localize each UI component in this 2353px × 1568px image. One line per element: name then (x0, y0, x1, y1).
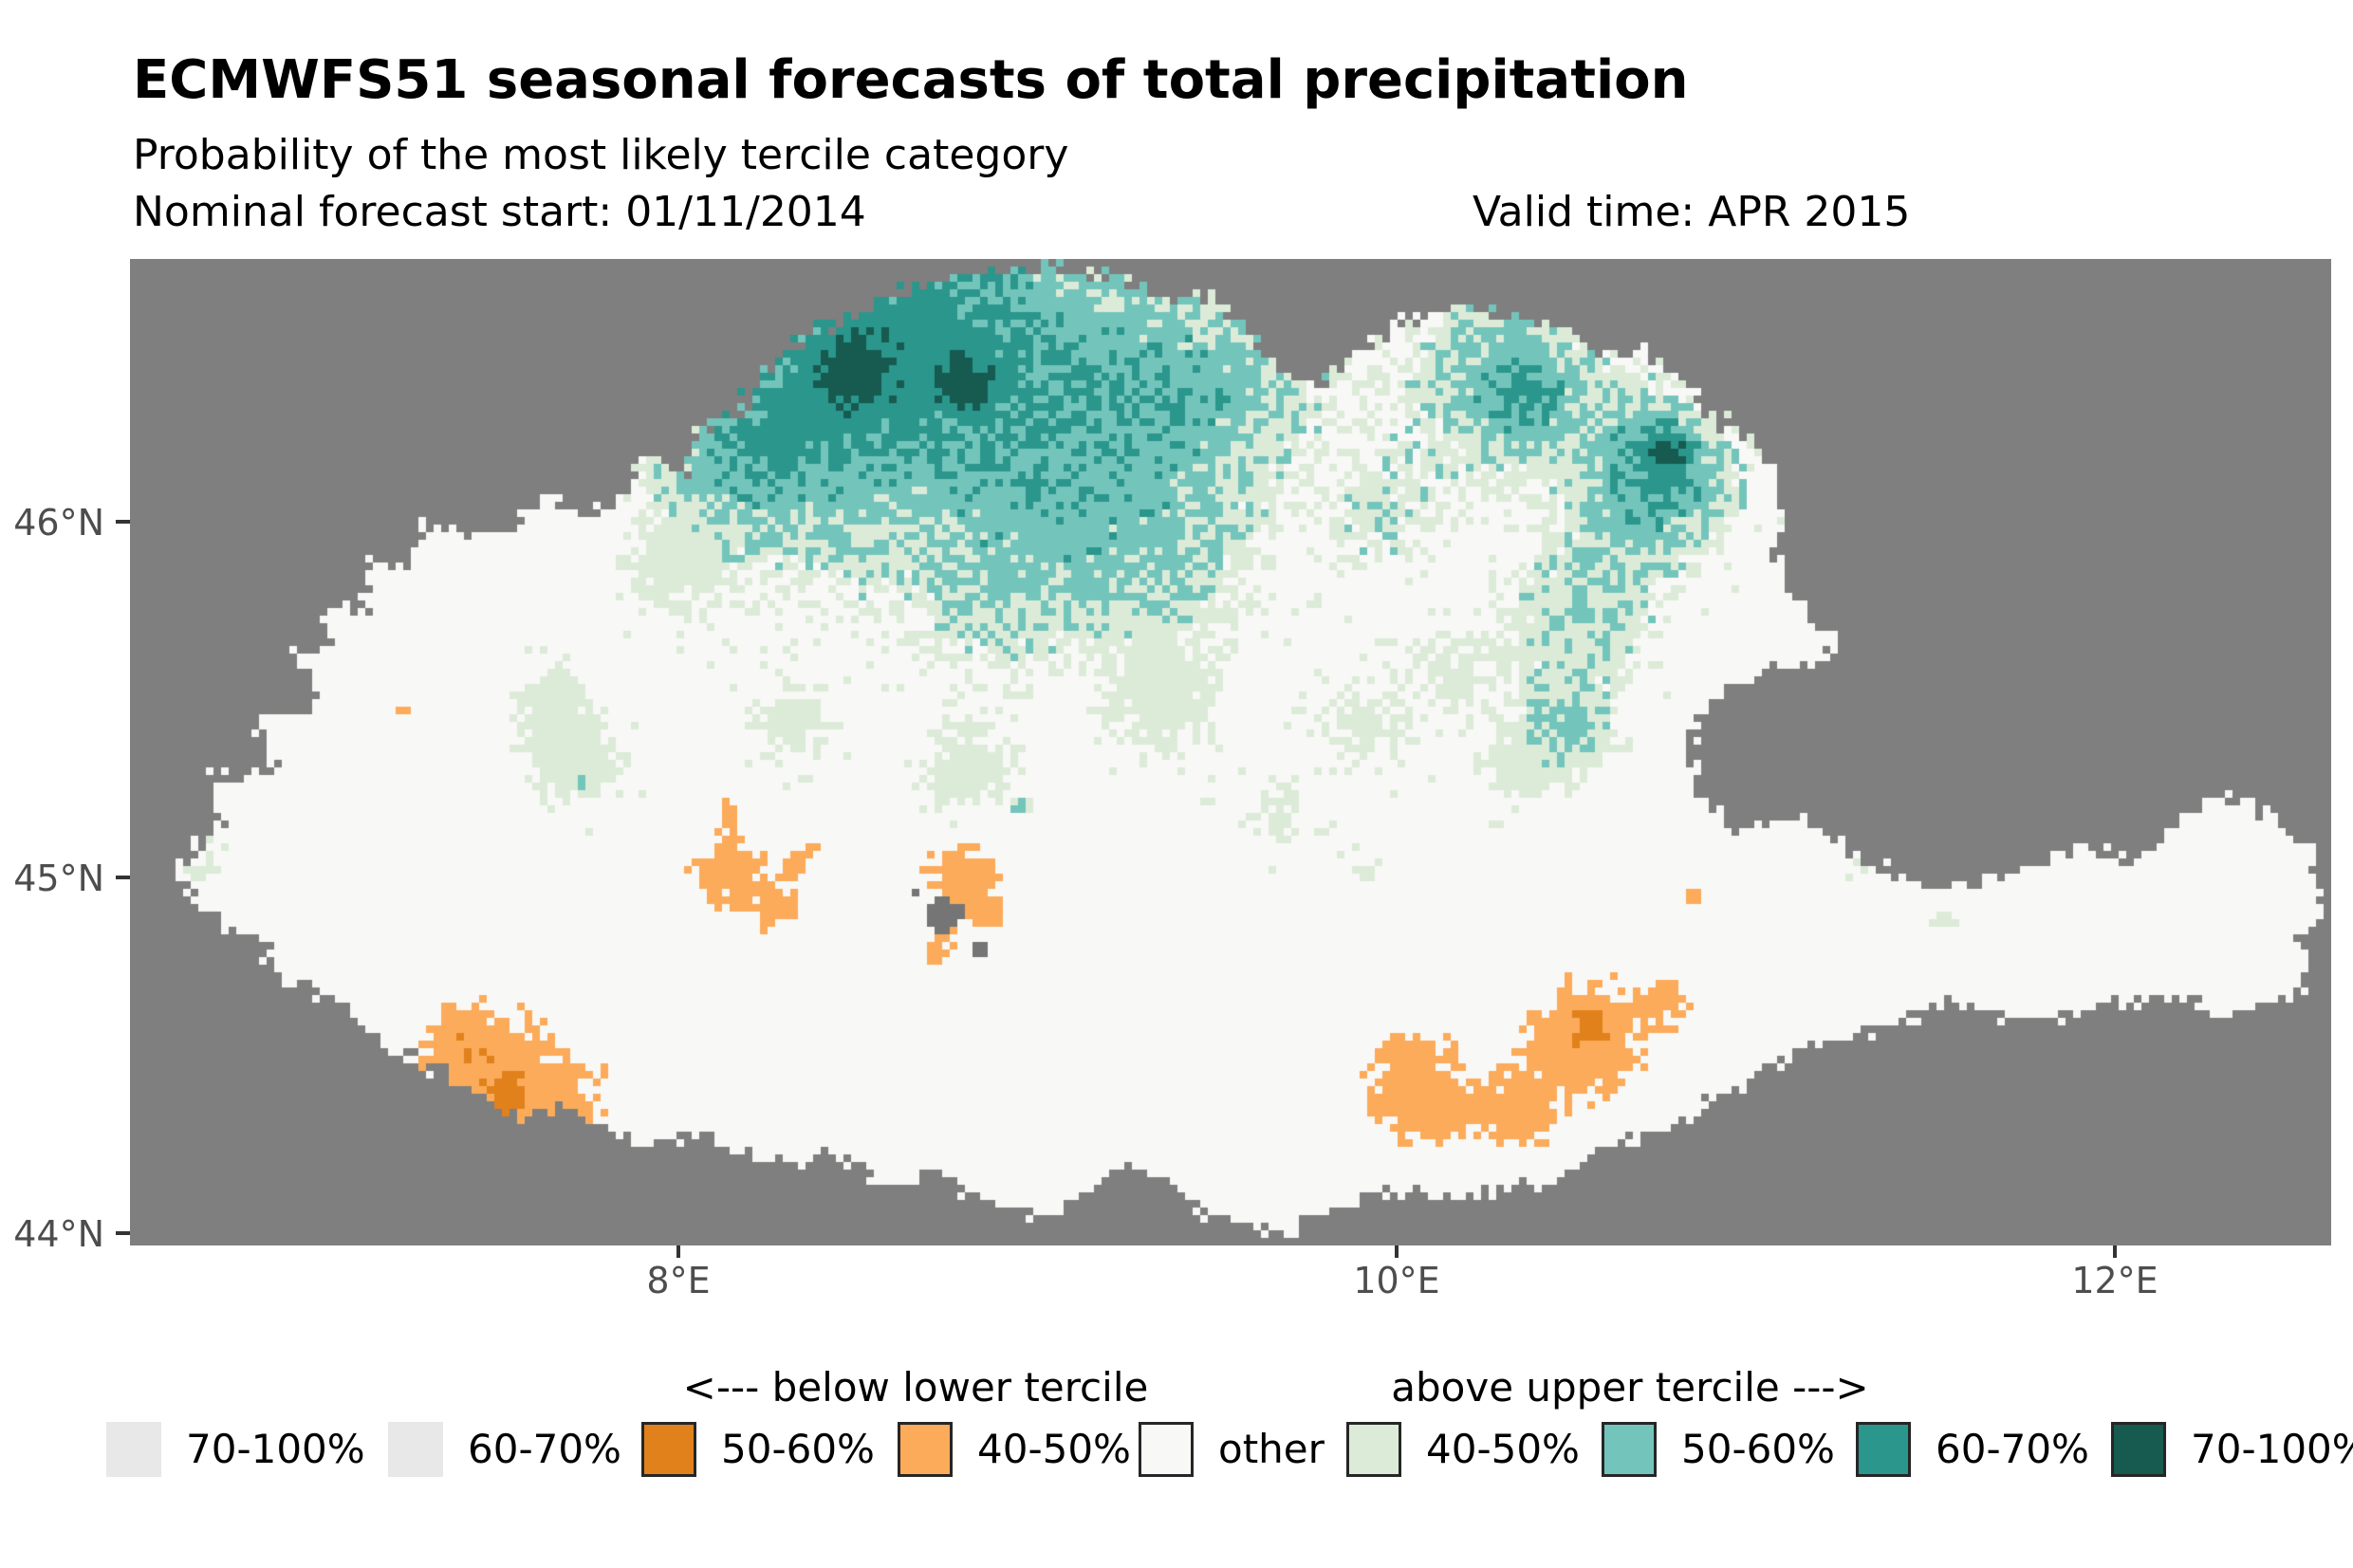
legend-label: 70-100% (186, 1426, 365, 1472)
x-tick-mark (676, 1245, 680, 1258)
y-tick-label-46n: 46°N (13, 502, 104, 544)
x-tick-mark (1395, 1245, 1399, 1258)
legend-swatch (106, 1422, 161, 1477)
y-tick-label-44n: 44°N (13, 1213, 104, 1255)
valid-time-label: Valid time: APR 2015 (1473, 188, 1911, 236)
y-tick-mark (116, 876, 130, 879)
legend-header-below: <--- below lower tercile (682, 1364, 1149, 1411)
x-tick-label-10e: 10°E (1353, 1260, 1440, 1301)
legend-swatch (1139, 1422, 1194, 1477)
legend-swatch (641, 1422, 696, 1477)
y-tick-mark (116, 520, 130, 524)
legend-item-above-70-100: 70-100% (2111, 1422, 2353, 1477)
legend-label: 60-70% (468, 1426, 621, 1472)
y-tick-mark (116, 1231, 130, 1235)
legend-item-above-50-60: 50-60% (1602, 1422, 1835, 1477)
legend-swatch (1856, 1422, 1911, 1477)
legend-item-other: other (1139, 1422, 1325, 1477)
forecast-start-label: Nominal forecast start: 01/11/2014 (133, 188, 866, 236)
legend-swatch (1602, 1422, 1657, 1477)
legend-item-above-60-70: 60-70% (1856, 1422, 2089, 1477)
legend-swatch (388, 1422, 443, 1477)
x-tick-label-12e: 12°E (2071, 1260, 2158, 1301)
precipitation-probability-map (130, 259, 2331, 1245)
legend-swatch (2111, 1422, 2166, 1477)
page-title: ECMWFS51 seasonal forecasts of total pre… (133, 49, 1689, 111)
legend-label: 70-100% (2191, 1426, 2353, 1472)
legend-item-above-40-50: 40-50% (1346, 1422, 1580, 1477)
legend-header-above: above upper tercile ---> (1391, 1364, 1869, 1411)
figure-subtitle: Probability of the most likely tercile c… (133, 131, 1069, 179)
x-tick-mark (2113, 1245, 2117, 1258)
legend-swatch (1346, 1422, 1401, 1477)
legend-label: 40-50% (977, 1426, 1131, 1472)
legend-label: 50-60% (1681, 1426, 1835, 1472)
legend-item-middle-70-100: 70-100% (106, 1422, 365, 1477)
legend-label: 60-70% (1936, 1426, 2089, 1472)
legend-item-below-40-50: 40-50% (898, 1422, 1131, 1477)
legend-swatch (898, 1422, 953, 1477)
x-tick-label-8e: 8°E (646, 1260, 711, 1301)
legend-label: other (1218, 1426, 1325, 1472)
legend-item-below-50-60: 50-60% (641, 1422, 875, 1477)
legend-label: 40-50% (1426, 1426, 1580, 1472)
legend-label: 50-60% (721, 1426, 875, 1472)
y-tick-label-45n: 45°N (13, 858, 104, 899)
legend-item-middle-60-70: 60-70% (388, 1422, 621, 1477)
